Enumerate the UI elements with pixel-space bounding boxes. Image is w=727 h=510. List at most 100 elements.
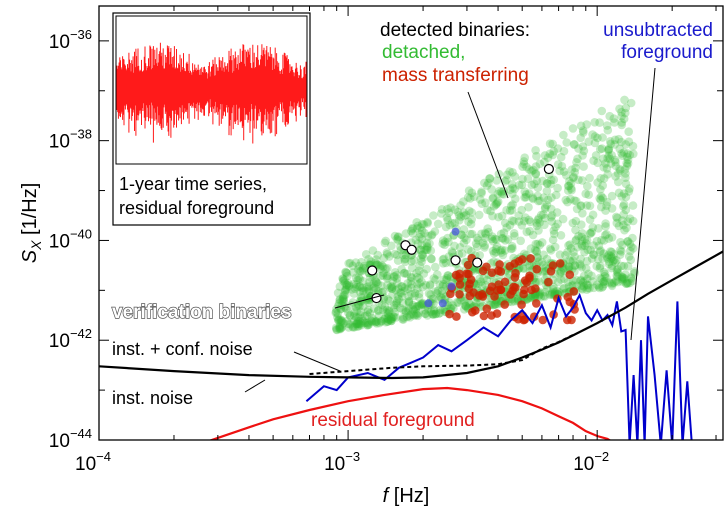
detached-point xyxy=(533,239,543,249)
detached-point xyxy=(553,277,563,287)
detached-point xyxy=(550,287,560,297)
detached-point xyxy=(510,296,519,306)
detached-point xyxy=(480,243,489,252)
detached-point xyxy=(607,204,617,213)
detached-point xyxy=(381,313,390,323)
detached-point xyxy=(545,139,555,148)
detached-point xyxy=(611,172,620,181)
detached-point xyxy=(501,236,510,245)
detached-point xyxy=(409,255,419,265)
detached-point xyxy=(600,271,610,281)
detached-point xyxy=(542,179,552,188)
detached-point xyxy=(547,211,557,220)
detached-point xyxy=(370,316,379,326)
detached-point xyxy=(598,254,607,263)
detached-point xyxy=(352,307,362,316)
detached-point xyxy=(626,246,635,256)
detached-point xyxy=(362,318,371,328)
detached-point xyxy=(403,279,413,288)
detached-point xyxy=(480,241,490,250)
detached-point xyxy=(371,317,381,327)
detached-point xyxy=(616,166,625,175)
detached-point xyxy=(602,273,611,283)
detached-point xyxy=(573,242,582,252)
detached-point xyxy=(592,261,601,271)
detached-point xyxy=(492,198,502,207)
detached-point xyxy=(390,303,399,313)
detached-point xyxy=(348,261,358,271)
detached-point xyxy=(510,172,520,181)
detached-point xyxy=(383,274,392,283)
detached-point xyxy=(341,267,350,277)
detached-point xyxy=(382,305,392,315)
detached-point xyxy=(619,220,628,230)
detached-point xyxy=(614,134,623,144)
detached-point xyxy=(350,322,360,332)
detached-point xyxy=(486,206,495,216)
detached-point xyxy=(522,190,531,199)
detached-point xyxy=(623,237,632,246)
detached-point xyxy=(392,296,402,306)
detached-point xyxy=(602,197,612,207)
detached-point xyxy=(407,283,416,293)
verification-binary-point xyxy=(543,163,554,175)
detached-point xyxy=(385,252,394,261)
detached-point xyxy=(552,286,562,296)
detached-point xyxy=(369,283,379,293)
detached-point xyxy=(612,212,621,222)
detached-point xyxy=(394,284,403,293)
detached-point xyxy=(426,290,436,299)
detached-point xyxy=(358,264,368,273)
detached-point xyxy=(447,247,457,256)
detached-point xyxy=(387,316,396,326)
detached-point xyxy=(374,311,384,321)
detached-point xyxy=(557,161,567,171)
detached-point xyxy=(623,217,633,226)
detached-point xyxy=(537,238,547,247)
detached-point xyxy=(436,292,446,302)
detached-point xyxy=(483,224,493,233)
detached-point xyxy=(446,203,455,212)
detached-point xyxy=(510,184,519,194)
detached-point xyxy=(398,298,408,308)
detached-point xyxy=(594,224,603,233)
detached-point xyxy=(564,277,573,287)
detached-point xyxy=(412,302,422,311)
detached-point xyxy=(617,149,626,158)
detached-point xyxy=(408,300,418,310)
detached-point xyxy=(469,192,479,201)
detached-point xyxy=(457,230,467,240)
detached-point xyxy=(392,300,401,310)
detached-point xyxy=(569,172,578,182)
detached-point xyxy=(587,254,597,263)
detached-point xyxy=(485,174,494,183)
detached-point xyxy=(408,229,418,238)
detached-point xyxy=(555,269,565,279)
detached-point xyxy=(532,221,542,231)
detached-point xyxy=(628,216,638,226)
mass-transferring-point xyxy=(506,290,515,299)
detached-point xyxy=(491,244,501,254)
detached-point xyxy=(610,118,619,127)
detached-point xyxy=(577,220,586,229)
detached-point xyxy=(417,234,427,244)
detached-point xyxy=(503,235,513,244)
detached-point xyxy=(483,205,492,215)
mass-transferring-point xyxy=(465,291,475,301)
detached-point xyxy=(459,238,469,248)
detached-point xyxy=(441,258,451,268)
detached-point xyxy=(611,161,620,171)
mass-transferring-point xyxy=(526,254,535,263)
mass-transferring-point xyxy=(445,309,454,319)
unsubtracted-foreground-line xyxy=(305,292,693,440)
detached-point xyxy=(450,218,460,228)
detached-point xyxy=(394,294,404,304)
detached-point xyxy=(559,284,568,294)
detached-point xyxy=(414,274,424,283)
detached-point xyxy=(484,178,493,188)
detached-point xyxy=(350,284,360,294)
verification-binaries-scatter xyxy=(367,163,554,304)
detached-point xyxy=(492,235,501,244)
detached-point xyxy=(423,217,432,227)
detached-point xyxy=(531,162,541,171)
